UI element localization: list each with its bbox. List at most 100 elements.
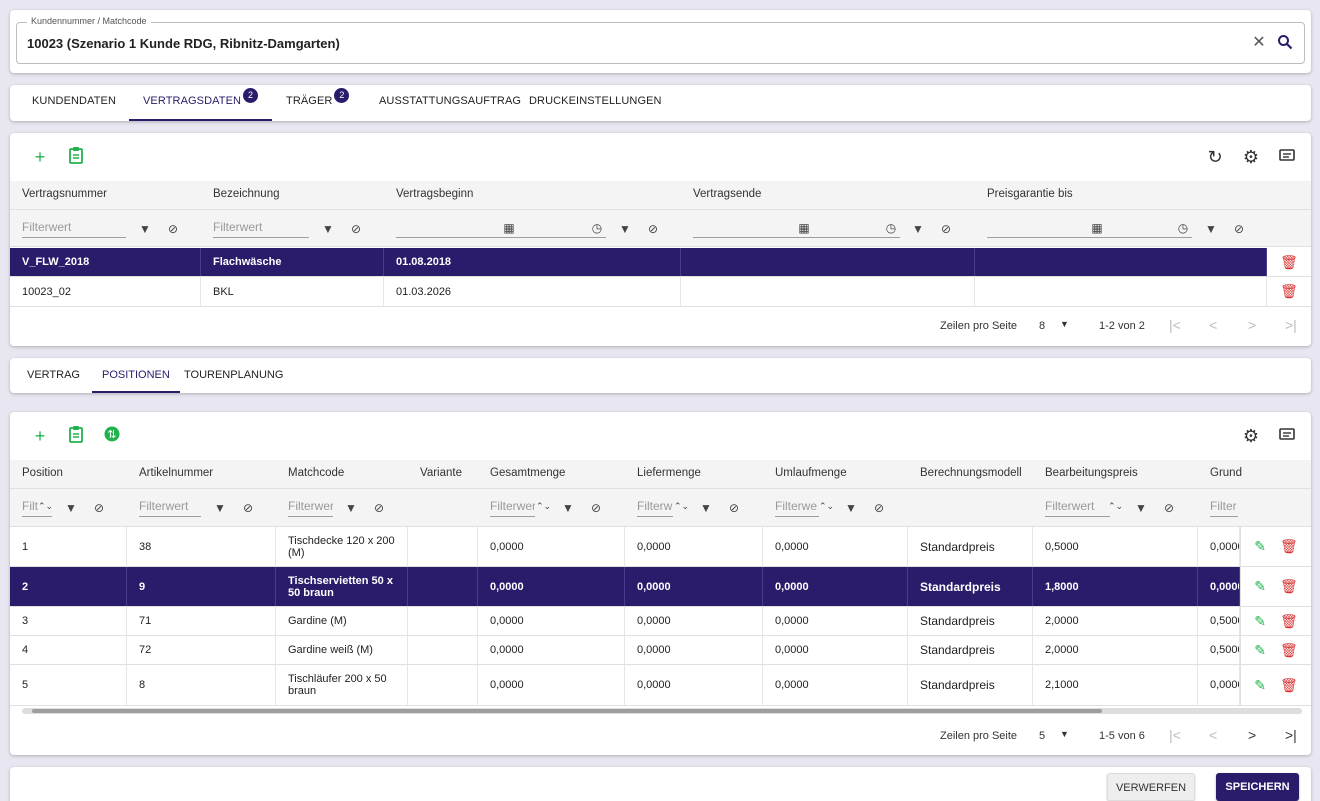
filter-icon[interactable]: ▼	[700, 501, 712, 515]
delete-icon[interactable]: 🗑	[1280, 283, 1298, 299]
column-header[interactable]: Preisgarantie bis	[987, 188, 1073, 200]
filter-icon[interactable]: ▼	[1135, 501, 1147, 515]
delete-icon[interactable]: 🗑	[1279, 578, 1298, 594]
edit-icon[interactable]: ✎	[1254, 612, 1266, 629]
column-header[interactable]: Position	[22, 467, 63, 479]
filter-clear-icon[interactable]: ⊘	[242, 501, 254, 515]
column-header[interactable]: Variante	[420, 467, 462, 479]
next-page-icon[interactable]: >	[1248, 317, 1257, 333]
first-page-icon[interactable]: |<	[1169, 317, 1181, 333]
edit-icon[interactable]: ✎	[1254, 578, 1266, 594]
filter-clear-icon[interactable]: ⊘	[873, 501, 885, 515]
table-row[interactable]: 5 8 Tischläufer 200 x 50 braun 0,0000 0,0000…	[10, 665, 1311, 706]
column-header[interactable]: Vertragsbeginn	[396, 188, 474, 200]
rows-per-page-select[interactable]: 8	[1039, 320, 1046, 332]
column-header[interactable]: Vertragsnummer	[22, 188, 108, 200]
date-filter-input[interactable]	[396, 218, 606, 238]
tab-positionen[interactable]: POSITIONEN	[92, 358, 180, 393]
filter-input[interactable]: Filterwe	[775, 497, 819, 517]
close-icon[interactable]: ✕	[1252, 34, 1266, 51]
rows-per-page-select[interactable]: 5	[1039, 730, 1046, 742]
column-header[interactable]: Umlaufmenge	[775, 467, 847, 479]
filter-clear-icon[interactable]: ⊘	[167, 222, 179, 236]
delete-icon[interactable]: 🗑	[1279, 641, 1298, 658]
tab-traeger[interactable]: TRÄGER 2	[286, 85, 350, 121]
last-page-icon[interactable]: >|	[1285, 317, 1297, 333]
delete-icon[interactable]: 🗑	[1279, 538, 1298, 554]
save-button[interactable]: SPEICHERN	[1216, 773, 1299, 801]
next-page-icon[interactable]: >	[1248, 727, 1257, 743]
clipboard-icon[interactable]	[65, 146, 87, 168]
filter-icon[interactable]: ▼	[345, 501, 357, 515]
filter-clear-icon[interactable]: ⊘	[350, 222, 362, 236]
clock-icon[interactable]: ◷	[1177, 221, 1189, 235]
tab-tourenplanung[interactable]: TOURENPLANUNG	[184, 358, 283, 393]
column-header[interactable]: Gesamtmenge	[490, 467, 566, 479]
table-row[interactable]: V_FLW_2018 Flachwäsche 01.08.2018 🗑	[10, 248, 1311, 277]
stepper-icon[interactable]: ⌃⌄	[38, 501, 54, 511]
first-page-icon[interactable]: |<	[1169, 727, 1181, 743]
table-row[interactable]: 4 72 Gardine weiß (M) 0,0000 0,0000 0,0000 Sta…	[10, 636, 1311, 665]
filter-clear-icon[interactable]: ⊘	[1233, 222, 1245, 236]
filter-icon[interactable]: ▼	[912, 222, 924, 236]
filter-clear-icon[interactable]: ⊘	[728, 501, 740, 515]
stepper-icon[interactable]: ⌃⌄	[674, 501, 690, 511]
stepper-icon[interactable]: ⌃⌄	[536, 501, 552, 511]
tab-druckeinstellungen[interactable]: DRUCKEINSTELLUNGEN	[529, 85, 662, 121]
delete-icon[interactable]: 🗑	[1279, 612, 1298, 629]
chevron-down-icon[interactable]: ▼	[1060, 729, 1069, 739]
chevron-down-icon[interactable]: ▼	[1060, 319, 1069, 329]
column-header[interactable]: Vertragsende	[693, 188, 762, 200]
stepper-icon[interactable]: ⌃⌄	[1108, 501, 1124, 511]
add-icon[interactable]: +	[34, 147, 46, 167]
column-header[interactable]: Artikelnummer	[139, 467, 214, 479]
calendar-icon[interactable]: ▦	[503, 221, 515, 235]
gear-icon[interactable]: ⚙	[1242, 147, 1260, 167]
add-icon[interactable]: +	[34, 426, 46, 446]
filter-input[interactable]: Filterw	[637, 497, 673, 517]
calendar-icon[interactable]: ▦	[1091, 221, 1103, 235]
edit-icon[interactable]: ✎	[1254, 538, 1266, 554]
refresh-icon[interactable]: ↻	[1207, 147, 1223, 167]
tab-kundendaten[interactable]: KUNDENDATEN	[32, 85, 116, 121]
filter-input[interactable]: Filterwer	[490, 497, 535, 517]
filter-input[interactable]: Filter	[1210, 497, 1238, 517]
edit-icon[interactable]: ✎	[1254, 676, 1266, 693]
filter-icon[interactable]: ▼	[1205, 222, 1217, 236]
column-header[interactable]: Berechnungsmodell	[920, 467, 1022, 479]
clock-icon[interactable]: ◷	[591, 221, 603, 235]
column-header[interactable]: Matchcode	[288, 467, 345, 479]
gear-icon[interactable]: ⚙	[1242, 426, 1260, 446]
table-row[interactable]: 1 38 Tischdecke 120 x 200 (M) 0,0000 0,0000 0…	[10, 527, 1311, 567]
table-row[interactable]: 10023_02 BKL 01.03.2026 🗑	[10, 277, 1311, 307]
column-header[interactable]: Liefermenge	[637, 467, 701, 479]
filter-clear-icon[interactable]: ⊘	[1163, 501, 1175, 515]
filter-clear-icon[interactable]: ⊘	[93, 501, 105, 515]
filter-icon[interactable]: ▼	[619, 222, 631, 236]
tab-vertragsdaten[interactable]: VERTRAGSDATEN 2	[129, 85, 273, 121]
calendar-icon[interactable]: ▦	[798, 221, 810, 235]
column-header[interactable]: Grund	[1210, 467, 1242, 479]
filter-clear-icon[interactable]: ⊘	[590, 501, 602, 515]
filter-input[interactable]: Filterwert	[1045, 497, 1110, 517]
date-filter-input[interactable]	[693, 218, 900, 238]
prev-page-icon[interactable]: <	[1209, 317, 1218, 333]
filter-icon[interactable]: ▼	[214, 501, 226, 515]
display-settings-icon[interactable]	[1276, 146, 1298, 168]
prev-page-icon[interactable]: <	[1209, 727, 1218, 743]
table-row[interactable]: 2 9 Tischservietten 50 x 50 braun 0,0000 0,0…	[10, 567, 1311, 607]
sync-icon[interactable]: ⇅	[101, 425, 123, 447]
horizontal-scrollbar[interactable]	[22, 708, 1302, 714]
filter-icon[interactable]: ▼	[322, 222, 334, 236]
last-page-icon[interactable]: >|	[1285, 727, 1297, 743]
filter-clear-icon[interactable]: ⊘	[373, 501, 385, 515]
scroll-thumb[interactable]	[32, 709, 1102, 713]
search-icon[interactable]	[1276, 34, 1294, 52]
date-filter-input[interactable]	[987, 218, 1192, 238]
search-field-value[interactable]: 10023 (Szenario 1 Kunde RDG, Ribnitz-Dam…	[27, 36, 340, 51]
delete-icon[interactable]: 🗑	[1279, 676, 1298, 693]
column-header[interactable]: Bearbeitungspreis	[1045, 467, 1138, 479]
filter-input[interactable]: Filt	[22, 497, 52, 517]
filter-input[interactable]: Filterwert	[139, 497, 201, 517]
filter-input[interactable]: Filterwert	[213, 218, 309, 238]
